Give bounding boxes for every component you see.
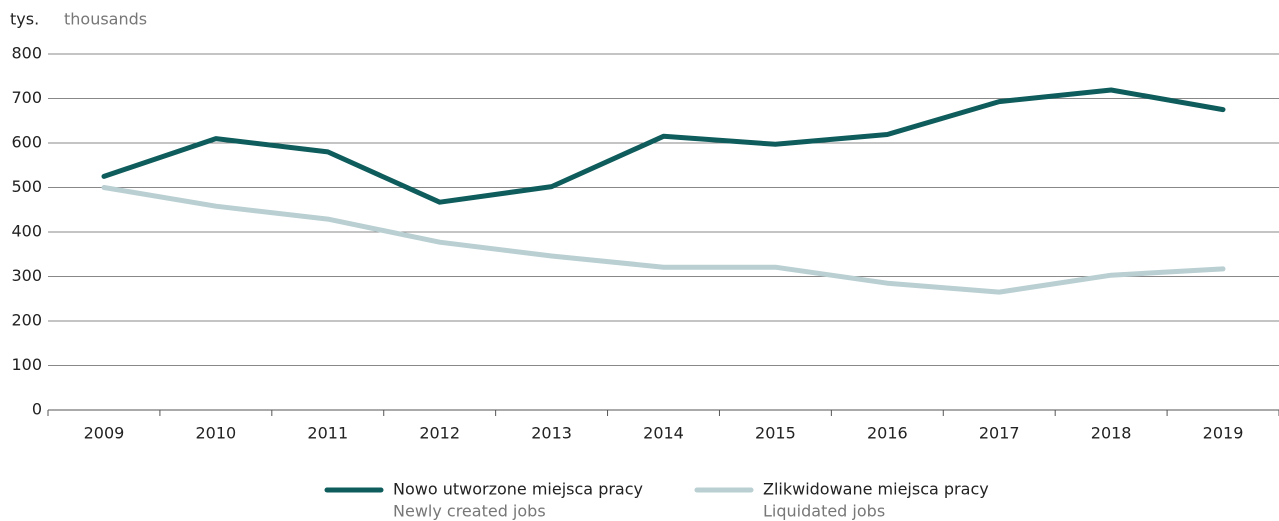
x-tick-label: 2016 xyxy=(867,424,908,443)
x-tick-label: 2011 xyxy=(307,424,348,443)
legend-label-en: Newly created jobs xyxy=(393,502,546,521)
y-unit: tys. xyxy=(10,10,39,29)
y-tick-label: 800 xyxy=(11,44,42,63)
x-tick-label: 2017 xyxy=(979,424,1020,443)
x-tick-label: 2013 xyxy=(531,424,572,443)
x-tick-label: 2014 xyxy=(643,424,684,443)
series-line xyxy=(101,185,1226,295)
x-tick-label: 2012 xyxy=(419,424,460,443)
x-tick-label: 2009 xyxy=(84,424,125,443)
series-line xyxy=(101,87,1226,205)
legend-label-en: Liquidated jobs xyxy=(763,502,885,521)
legend-label: Nowo utworzone miejsca pracy xyxy=(393,480,643,499)
y-unit-en: thousands xyxy=(64,10,147,29)
y-tick-label: 600 xyxy=(11,133,42,152)
legend-label: Zlikwidowane miejsca pracy xyxy=(763,480,989,499)
y-tick-label: 300 xyxy=(11,266,42,285)
y-tick-label: 100 xyxy=(11,355,42,374)
y-tick-label: 700 xyxy=(11,88,42,107)
x-tick-label: 2019 xyxy=(1203,424,1244,443)
x-tick-label: 2010 xyxy=(196,424,237,443)
y-tick-label: 0 xyxy=(32,400,42,419)
y-tick-label: 200 xyxy=(11,311,42,330)
y-tick-label: 400 xyxy=(11,222,42,241)
y-tick-label: 500 xyxy=(11,177,42,196)
x-tick-label: 2018 xyxy=(1091,424,1132,443)
x-tick-label: 2015 xyxy=(755,424,796,443)
